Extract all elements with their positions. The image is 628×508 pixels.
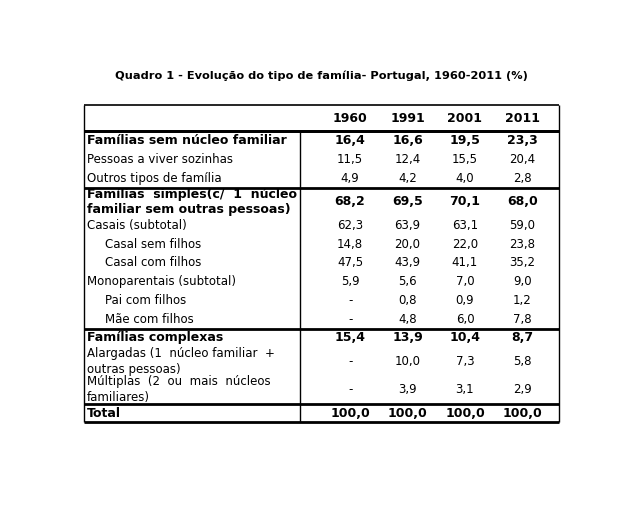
Text: -: - — [348, 312, 352, 326]
Text: 47,5: 47,5 — [337, 257, 363, 269]
Text: 12,4: 12,4 — [394, 153, 421, 166]
Text: 10,0: 10,0 — [394, 355, 421, 368]
Text: 59,0: 59,0 — [509, 219, 536, 232]
Text: 100,0: 100,0 — [330, 406, 370, 420]
Text: -: - — [348, 355, 352, 368]
Text: 4,2: 4,2 — [398, 172, 417, 185]
Text: 5,9: 5,9 — [341, 275, 359, 288]
Text: 5,6: 5,6 — [398, 275, 417, 288]
Text: 2001: 2001 — [447, 112, 482, 124]
Text: 2011: 2011 — [505, 112, 540, 124]
Text: Total: Total — [87, 406, 121, 420]
Text: 4,9: 4,9 — [341, 172, 359, 185]
Text: 70,1: 70,1 — [450, 195, 480, 208]
Text: 100,0: 100,0 — [387, 406, 428, 420]
Text: Pessoas a viver sozinhas: Pessoas a viver sozinhas — [87, 153, 233, 166]
Text: 3,1: 3,1 — [456, 383, 474, 396]
Text: 41,1: 41,1 — [452, 257, 478, 269]
Text: 63,9: 63,9 — [394, 219, 421, 232]
Text: 13,9: 13,9 — [392, 331, 423, 344]
Text: 69,5: 69,5 — [392, 195, 423, 208]
Text: 1,2: 1,2 — [513, 294, 532, 307]
Text: 19,5: 19,5 — [450, 134, 480, 147]
Text: 62,3: 62,3 — [337, 219, 363, 232]
Text: 16,6: 16,6 — [392, 134, 423, 147]
Text: Alargadas (1  núcleo familiar  +
outras pessoas): Alargadas (1 núcleo familiar + outras pe… — [87, 347, 275, 375]
Text: 2,9: 2,9 — [513, 383, 532, 396]
Text: Outros tipos de família: Outros tipos de família — [87, 172, 222, 185]
Text: 2,8: 2,8 — [513, 172, 532, 185]
Text: 7,0: 7,0 — [456, 275, 474, 288]
Text: 63,1: 63,1 — [452, 219, 478, 232]
Text: 20,4: 20,4 — [509, 153, 536, 166]
Text: 6,0: 6,0 — [456, 312, 474, 326]
Text: Casais (subtotal): Casais (subtotal) — [87, 219, 187, 232]
Text: 7,3: 7,3 — [456, 355, 474, 368]
Text: 23,8: 23,8 — [509, 238, 536, 250]
Text: Pai com filhos: Pai com filhos — [106, 294, 187, 307]
Text: 68,2: 68,2 — [335, 195, 365, 208]
Text: Famílias complexas: Famílias complexas — [87, 331, 224, 344]
Text: Famílias sem núcleo familiar: Famílias sem núcleo familiar — [87, 134, 287, 147]
Text: 15,5: 15,5 — [452, 153, 478, 166]
Text: 22,0: 22,0 — [452, 238, 478, 250]
Text: Monoparentais (subtotal): Monoparentais (subtotal) — [87, 275, 236, 288]
Text: 3,9: 3,9 — [398, 383, 417, 396]
Text: 15,4: 15,4 — [335, 331, 365, 344]
Text: Casal sem filhos: Casal sem filhos — [106, 238, 202, 250]
Text: Mãe com filhos: Mãe com filhos — [106, 312, 194, 326]
Text: 23,3: 23,3 — [507, 134, 538, 147]
Text: 5,8: 5,8 — [513, 355, 532, 368]
Text: 8,7: 8,7 — [511, 331, 533, 344]
Text: 11,5: 11,5 — [337, 153, 363, 166]
Text: 10,4: 10,4 — [450, 331, 480, 344]
Text: Casal com filhos: Casal com filhos — [106, 257, 202, 269]
Text: 9,0: 9,0 — [513, 275, 532, 288]
Text: 1960: 1960 — [333, 112, 367, 124]
Text: 1991: 1991 — [390, 112, 425, 124]
Text: Múltiplas  (2  ou  mais  núcleos
familiares): Múltiplas (2 ou mais núcleos familiares) — [87, 375, 271, 404]
Text: 0,9: 0,9 — [456, 294, 474, 307]
Text: -: - — [348, 383, 352, 396]
Text: 100,0: 100,0 — [502, 406, 542, 420]
Text: 100,0: 100,0 — [445, 406, 485, 420]
Text: 43,9: 43,9 — [394, 257, 421, 269]
Text: Famílias  simples(c/  1  núcleo
familiar sem outras pessoas): Famílias simples(c/ 1 núcleo familiar se… — [87, 187, 297, 216]
Text: 14,8: 14,8 — [337, 238, 363, 250]
Text: 0,8: 0,8 — [398, 294, 417, 307]
Text: 20,0: 20,0 — [394, 238, 421, 250]
Text: 4,0: 4,0 — [456, 172, 474, 185]
Text: 35,2: 35,2 — [509, 257, 536, 269]
Text: 68,0: 68,0 — [507, 195, 538, 208]
Text: 7,8: 7,8 — [513, 312, 532, 326]
Text: 16,4: 16,4 — [335, 134, 365, 147]
Text: 4,8: 4,8 — [398, 312, 417, 326]
Text: Quadro 1 - Evolução do tipo de família- Portugal, 1960-2011 (%): Quadro 1 - Evolução do tipo de família- … — [116, 71, 528, 81]
Text: -: - — [348, 294, 352, 307]
